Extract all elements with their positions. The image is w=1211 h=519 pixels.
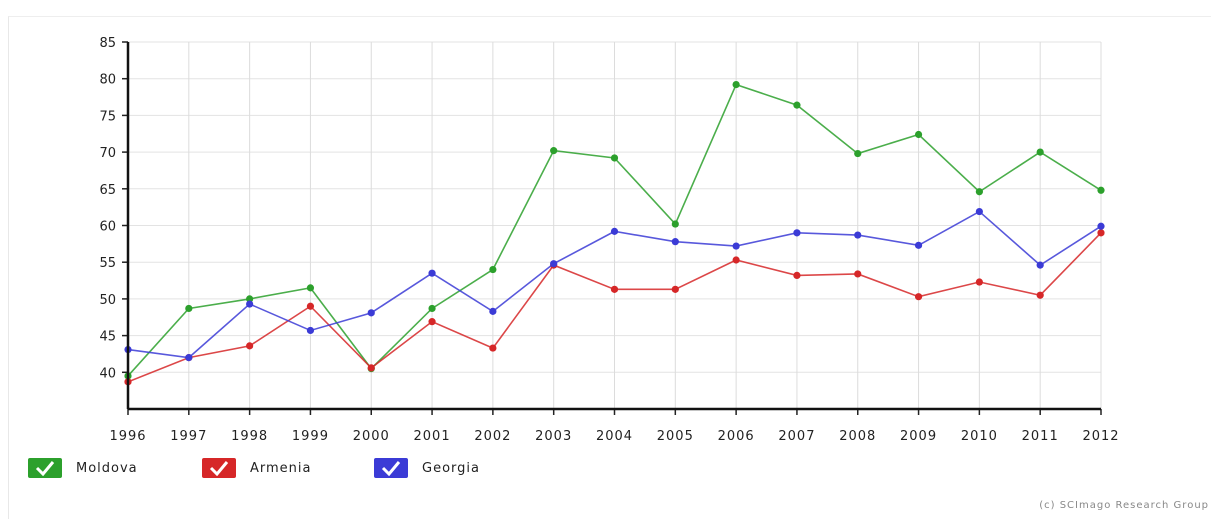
data-point[interactable] bbox=[914, 241, 923, 249]
y-axis-ticks: 40 45 50 55 60 65 70 75 80 85 bbox=[99, 36, 128, 381]
data-point[interactable] bbox=[246, 342, 254, 350]
checkbox-checked-icon[interactable] bbox=[202, 458, 236, 478]
legend-item-armenia[interactable]: Armenia bbox=[202, 456, 312, 480]
data-point[interactable] bbox=[732, 256, 740, 264]
checkbox-checked-icon[interactable] bbox=[28, 458, 62, 478]
legend-item-moldova[interactable]: Moldova bbox=[28, 456, 138, 480]
y-tick-label: 60 bbox=[99, 220, 116, 235]
data-point[interactable] bbox=[306, 302, 315, 310]
data-point[interactable] bbox=[489, 344, 497, 352]
y-tick-label: 85 bbox=[99, 36, 116, 51]
data-point[interactable] bbox=[367, 364, 375, 372]
x-tick-label: 2004 bbox=[596, 429, 633, 444]
series-moldova bbox=[124, 80, 1105, 380]
series-georgia bbox=[124, 207, 1105, 362]
data-point[interactable] bbox=[793, 229, 801, 237]
data-point[interactable] bbox=[671, 220, 679, 228]
x-tick-label: 2009 bbox=[900, 429, 937, 444]
x-tick-label: 2002 bbox=[474, 429, 511, 444]
data-point[interactable] bbox=[914, 293, 923, 301]
checkbox-checked-icon[interactable] bbox=[374, 458, 408, 478]
data-point[interactable] bbox=[489, 307, 497, 315]
x-tick-label: 1997 bbox=[170, 429, 207, 444]
x-tick-label: 2000 bbox=[353, 429, 390, 444]
data-point[interactable] bbox=[975, 278, 983, 286]
data-point[interactable] bbox=[1036, 261, 1044, 269]
data-point[interactable] bbox=[246, 295, 254, 303]
data-point[interactable] bbox=[1097, 229, 1105, 237]
data-point[interactable] bbox=[185, 354, 193, 362]
data-point[interactable] bbox=[671, 285, 679, 293]
data-point[interactable] bbox=[975, 207, 983, 216]
series-group bbox=[124, 80, 1105, 386]
x-tick-label: 2007 bbox=[778, 429, 815, 444]
data-point[interactable] bbox=[246, 300, 254, 308]
x-tick-label: 2003 bbox=[535, 429, 572, 444]
y-tick-label: 45 bbox=[99, 330, 116, 345]
y-tick-label: 75 bbox=[99, 109, 116, 124]
data-point[interactable] bbox=[854, 149, 862, 158]
x-tick-label: 1996 bbox=[109, 429, 146, 444]
y-tick-label: 40 bbox=[99, 366, 116, 381]
data-point[interactable] bbox=[793, 271, 801, 280]
data-point[interactable] bbox=[306, 284, 315, 292]
data-point[interactable] bbox=[550, 260, 558, 268]
x-tick-label: 2001 bbox=[414, 429, 451, 444]
data-point[interactable] bbox=[428, 304, 436, 313]
axes bbox=[126, 42, 1101, 411]
data-point[interactable] bbox=[610, 227, 619, 235]
y-tick-label: 80 bbox=[99, 73, 116, 88]
data-point[interactable] bbox=[1036, 291, 1044, 299]
data-point[interactable] bbox=[732, 242, 740, 250]
data-point[interactable] bbox=[914, 130, 923, 139]
data-point[interactable] bbox=[671, 238, 679, 246]
data-point[interactable] bbox=[306, 326, 315, 335]
data-point[interactable] bbox=[550, 147, 558, 155]
data-point[interactable] bbox=[489, 265, 497, 274]
x-tick-label: 1999 bbox=[292, 429, 329, 444]
x-tick-label: 2005 bbox=[657, 429, 694, 444]
data-point[interactable] bbox=[1036, 148, 1044, 156]
x-tick-label: 2011 bbox=[1022, 429, 1059, 444]
x-axis-ticks: 1996 1997 1998 1999 2000 2001 2002 2003 2004 2005… bbox=[109, 409, 1119, 444]
data-point[interactable] bbox=[975, 188, 983, 196]
data-point[interactable] bbox=[185, 304, 193, 313]
x-tick-label: 2006 bbox=[718, 429, 755, 444]
y-tick-label: 55 bbox=[99, 256, 116, 271]
data-point[interactable] bbox=[428, 269, 436, 277]
x-tick-label: 2012 bbox=[1082, 429, 1119, 444]
data-point[interactable] bbox=[1097, 222, 1105, 230]
data-point[interactable] bbox=[854, 270, 862, 278]
data-point[interactable] bbox=[610, 154, 619, 162]
y-tick-label: 70 bbox=[99, 146, 116, 161]
y-tick-label: 65 bbox=[99, 183, 116, 198]
data-point[interactable] bbox=[793, 101, 801, 109]
data-point[interactable] bbox=[732, 80, 740, 89]
legend-label: Moldova bbox=[76, 460, 138, 476]
data-point[interactable] bbox=[1097, 186, 1105, 194]
data-point[interactable] bbox=[610, 285, 619, 293]
data-point[interactable] bbox=[854, 231, 862, 239]
y-tick-label: 50 bbox=[99, 293, 116, 308]
legend-label: Georgia bbox=[422, 460, 480, 476]
x-tick-label: 1998 bbox=[231, 429, 268, 444]
legend-label: Armenia bbox=[250, 460, 312, 476]
legend-item-georgia[interactable]: Georgia bbox=[374, 456, 480, 480]
chart-frame bbox=[8, 16, 1211, 519]
x-tick-label: 2008 bbox=[839, 429, 876, 444]
data-point[interactable] bbox=[428, 318, 436, 326]
data-point[interactable] bbox=[367, 309, 375, 317]
x-tick-label: 2010 bbox=[961, 429, 998, 444]
credit-text: (c) SCImago Research Group bbox=[1039, 500, 1209, 511]
